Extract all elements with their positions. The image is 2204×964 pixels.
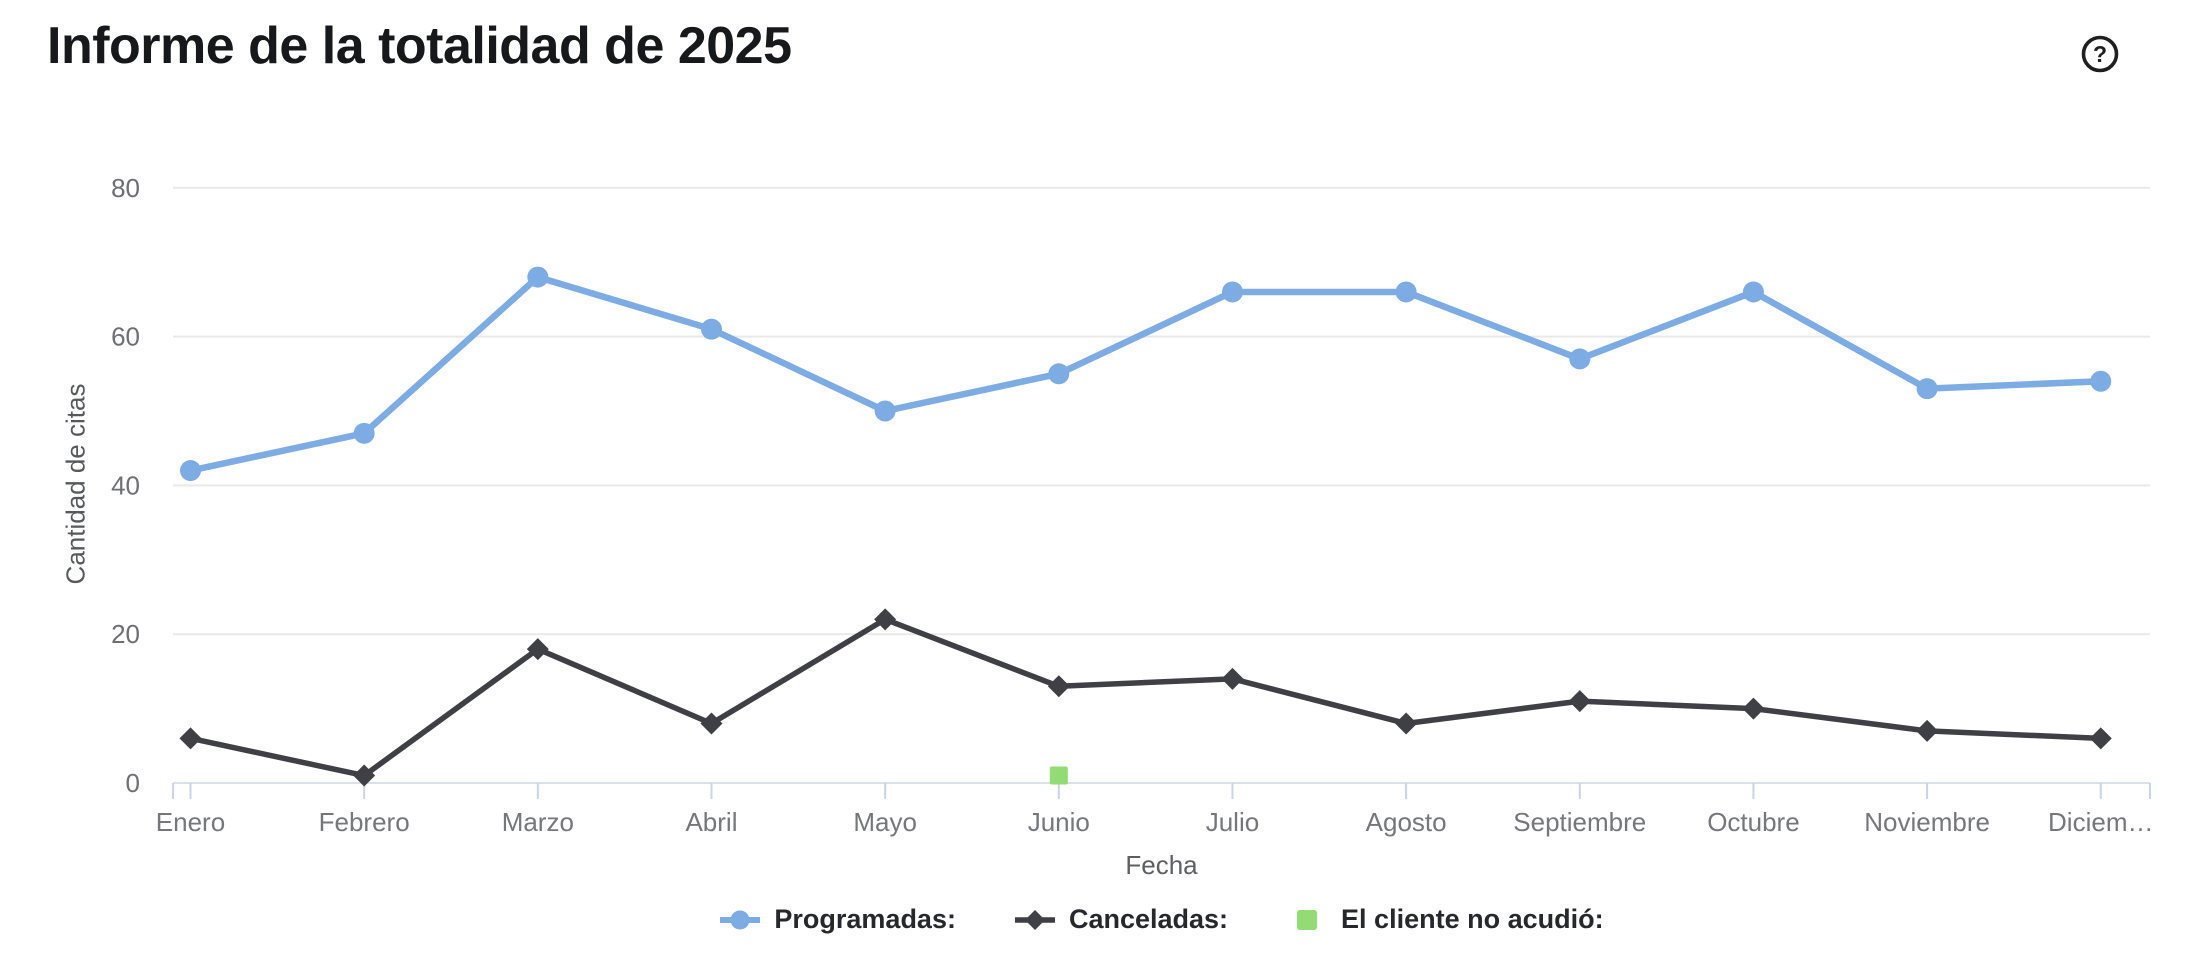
marker-programadas-mayo[interactable]: [874, 400, 896, 422]
marker-programadas-febrero[interactable]: [353, 422, 375, 444]
legend-label-programadas: Programadas:: [774, 904, 956, 934]
series-line-programadas: [187, 273, 2105, 474]
legend-item-programadas[interactable]: Programadas:: [719, 904, 956, 935]
x-tick-label-agosto: Agosto: [1366, 807, 1447, 837]
x-tick-label-diciembre: Diciem…: [2048, 807, 2153, 837]
legend-marker-programadas-icon: [720, 910, 761, 929]
marker-programadas-agosto[interactable]: [1395, 281, 1417, 303]
marker-canceladas-junio[interactable]: [1047, 675, 1070, 698]
series-line-canceladas: [187, 616, 2104, 779]
marker-programadas-julio[interactable]: [1221, 281, 1243, 303]
legend-label-canceladas: Canceladas:: [1068, 904, 1229, 934]
x-tick-label-junio: Junio: [1028, 807, 1090, 837]
y-tick-label-60: 60: [111, 322, 140, 352]
marker-canceladas-noviembre[interactable]: [1916, 719, 1939, 742]
x-tick-label-abril: Abril: [685, 807, 737, 837]
page-title: Informe de la totalidad de 2025: [47, 17, 792, 75]
y-axis-title: Cantidad de citas: [60, 383, 91, 585]
legend-item-no-acudio[interactable]: El cliente no acudió:: [1286, 904, 1604, 935]
marker-canceladas-agosto[interactable]: [1395, 712, 1418, 735]
x-tick-label-septiembre: Septiembre: [1513, 807, 1646, 837]
marker-canceladas-marzo[interactable]: [526, 638, 549, 661]
marker-canceladas-enero[interactable]: [179, 727, 202, 750]
marker-canceladas-abril[interactable]: [700, 712, 723, 735]
marker-canceladas-mayo[interactable]: [874, 608, 897, 631]
help-button[interactable]: ?: [2080, 34, 2120, 74]
marker-programadas-enero[interactable]: [180, 460, 201, 482]
legend-marker-no-acudio-icon: [1297, 909, 1318, 930]
y-tick-label-40: 40: [111, 470, 140, 500]
legend-label-no-acudio: El cliente no acudió:: [1341, 904, 1604, 934]
marker-programadas-abril[interactable]: [700, 318, 722, 340]
marker-programadas-octubre[interactable]: [1742, 281, 1764, 303]
x-tick-label-mayo: Mayo: [853, 807, 917, 837]
y-tick-label-0: 0: [126, 768, 140, 798]
x-axis-title: Fecha: [1125, 850, 1198, 880]
x-tick-label-julio: Julio: [1206, 807, 1259, 837]
marker-programadas-junio[interactable]: [1048, 363, 1070, 385]
marker-programadas-diciembre[interactable]: [2090, 370, 2112, 392]
marker-programadas-noviembre[interactable]: [1916, 378, 1938, 400]
x-tick-label-octubre: Octubre: [1707, 807, 1800, 837]
x-tick-label-noviembre: Noviembre: [1864, 807, 1990, 837]
marker-programadas-septiembre[interactable]: [1569, 348, 1591, 370]
question-mark-icon: ?: [2081, 35, 2119, 73]
marker-canceladas-octubre[interactable]: [1742, 697, 1765, 720]
x-tick-label-enero: Enero: [156, 807, 225, 837]
x-tick-label-marzo: Marzo: [502, 807, 574, 837]
x-tick-label-febrero: Febrero: [319, 807, 410, 837]
y-tick-label-20: 20: [111, 619, 140, 649]
legend-marker-canceladas-icon: [1014, 909, 1055, 930]
svg-text:?: ?: [2093, 41, 2107, 67]
legend-item-canceladas[interactable]: Canceladas:: [1014, 904, 1228, 935]
marker-no-acudio-junio[interactable]: [1049, 766, 1068, 785]
marker-canceladas-septiembre[interactable]: [1568, 690, 1591, 713]
marker-canceladas-diciembre[interactable]: [2089, 727, 2112, 750]
marker-programadas-marzo[interactable]: [527, 266, 549, 288]
marker-canceladas-febrero[interactable]: [353, 764, 376, 787]
y-tick-label-80: 80: [111, 173, 140, 203]
chart-legend: Programadas: Canceladas: El cliente no acu…: [173, 904, 2150, 935]
marker-canceladas-julio[interactable]: [1221, 667, 1244, 690]
